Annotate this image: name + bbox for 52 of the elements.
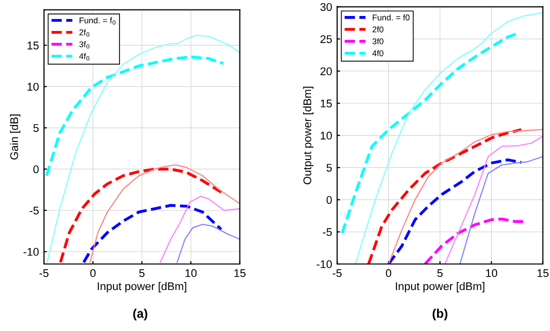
y-tick-label: 15 — [320, 100, 332, 108]
legend-label: Fund. = f0 — [372, 14, 410, 20]
x-tick-label: 15 — [234, 269, 246, 278]
y-tick-label: -10 — [316, 260, 332, 268]
line-series — [160, 196, 240, 263]
legend-label: 3f$_{0}$ — [79, 41, 90, 49]
y-axis-title: Output power [dBm] — [303, 86, 314, 184]
x-axis-title: Input power [dBm] — [98, 282, 186, 292]
x-tick-label: 15 — [538, 269, 549, 278]
y-tick-label: -5 — [30, 206, 39, 214]
line-series — [424, 218, 525, 264]
x-tick-label: 5 — [437, 269, 443, 278]
line-series — [59, 168, 223, 264]
y-tick-label: 0 — [33, 165, 39, 174]
line-series — [354, 12, 543, 264]
y-tick-label: 5 — [326, 164, 332, 172]
legend-label: 4f0 — [372, 50, 384, 56]
y-tick-label: 5 — [33, 124, 39, 132]
y-tick-label: -10 — [24, 248, 39, 256]
text: (a) — [133, 308, 148, 320]
line-series — [176, 224, 240, 263]
line-series — [459, 156, 543, 264]
y-tick-label: 30 — [320, 3, 332, 11]
y-tick-label: 10 — [320, 132, 332, 140]
line-series — [82, 204, 223, 264]
x-tick-label: 0 — [386, 269, 392, 278]
y-tick-label: 10 — [28, 82, 39, 91]
y-tick-label: -5 — [322, 228, 332, 236]
y-tick-label: 25 — [320, 35, 332, 44]
legend-label: Fund. = f$_{0}$ — [80, 17, 116, 25]
x-tick-label: 0 — [90, 269, 96, 278]
y-tick-label: 20 — [320, 67, 332, 76]
x-tick-label: -5 — [40, 269, 48, 278]
x-axis-title: Input power [dBm] — [396, 282, 484, 292]
legend-label: 2f$_{0}$ — [79, 29, 90, 37]
x-tick-label: 10 — [186, 269, 197, 278]
line-series — [388, 129, 543, 264]
line-series — [367, 128, 523, 264]
legend-label: 3f0 — [372, 38, 384, 44]
y-axis-title: Gain [dB] — [10, 114, 20, 160]
x-tick-label: 5 — [139, 269, 145, 278]
line-series — [387, 158, 523, 264]
legend-label: 4f$_{0}$ — [79, 53, 90, 61]
line-series — [444, 136, 543, 264]
legend-label: 2f0 — [372, 26, 384, 32]
x-tick-label: 10 — [486, 269, 498, 278]
x-tick-label: -5 — [332, 269, 342, 278]
text: (b) — [432, 308, 448, 320]
y-tick-label: 0 — [326, 196, 332, 204]
line-series — [45, 55, 225, 178]
line-series — [89, 164, 240, 263]
y-tick-label: 15 — [28, 42, 39, 50]
